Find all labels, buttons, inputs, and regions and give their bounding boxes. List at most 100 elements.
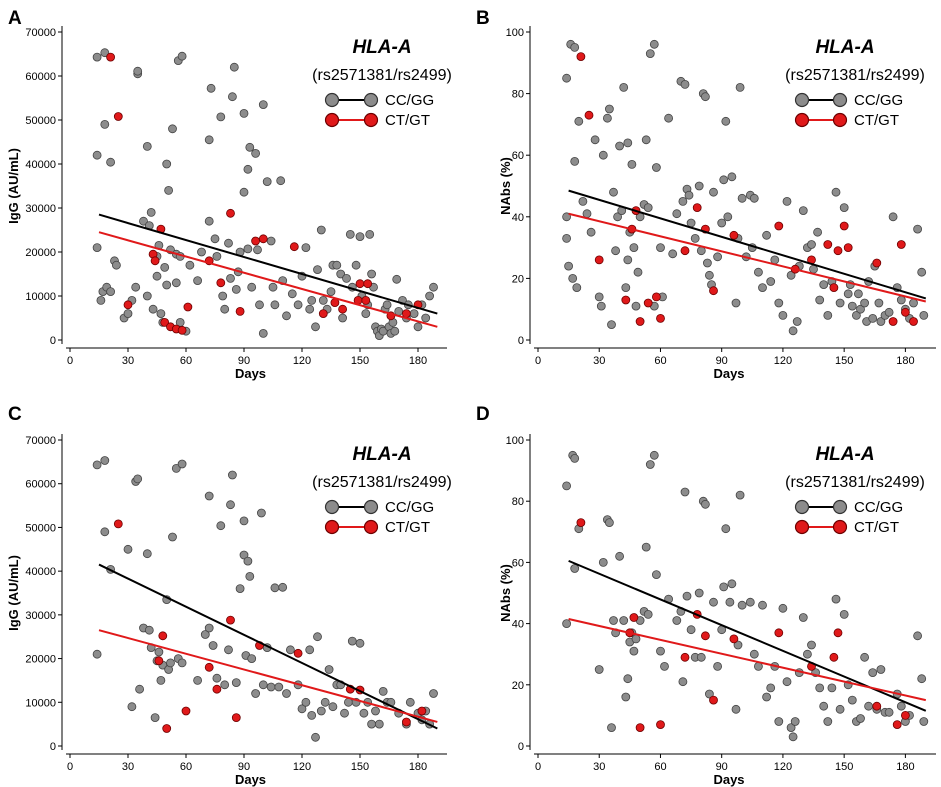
data-point-cc-gg [725,597,735,607]
data-point-cc-gg [643,203,653,213]
data-point-cc-gg [611,246,620,256]
data-point-cc-gg [868,313,878,323]
data-point-cc-gg [568,273,578,283]
y-tick-label: 60 [512,557,524,569]
x-tick-label: 60 [654,761,666,773]
data-point-cc-gg [251,689,261,698]
y-tick-label: 10000 [25,291,56,303]
data-point-ct-gt [635,723,645,732]
data-point-cc-gg [92,243,102,253]
data-point-ct-gt [829,652,839,662]
data-point-cc-gg [839,610,849,619]
x-tick-label: 120 [774,355,792,367]
x-tick-label: 180 [896,355,914,367]
data-point-cc-gg [100,527,110,537]
data-point-cc-gg [684,190,694,200]
data-point-cc-gg [582,209,592,219]
data-point-cc-gg [100,456,110,465]
data-point-cc-gg [680,80,690,89]
data-point-cc-gg [224,238,233,248]
data-point-cc-gg [570,43,580,52]
y-tick-label: 80 [512,496,524,508]
data-point-cc-gg [896,295,906,305]
data-point-cc-gg [815,683,825,693]
data-point-cc-gg [287,289,297,299]
data-point-ct-gt [729,230,739,240]
data-point-cc-gg [316,706,326,716]
data-point-ct-gt [150,256,160,266]
data-point-ct-gt [417,706,427,716]
data-point-ct-gt [231,713,241,722]
y-tick-label: 40000 [25,159,56,171]
data-point-cc-gg [888,212,898,222]
x-tick-label: 0 [67,761,73,773]
data-point-cc-gg [160,262,170,272]
data-point-cc-gg [678,677,688,687]
data-point-ct-gt [701,631,710,641]
x-tick-label: 180 [896,761,914,773]
data-point-cc-gg [96,295,106,305]
data-point-cc-gg [371,706,380,716]
y-tick-label: 70000 [25,435,56,447]
data-point-cc-gg [220,304,230,314]
y-tick-label: 100 [506,435,524,447]
data-point-cc-gg [860,298,869,308]
data-point-cc-gg [735,490,745,500]
data-point-cc-gg [142,291,152,301]
data-point-cc-gg [815,295,825,305]
data-point-cc-gg [131,282,141,292]
data-point-ct-gt [160,317,170,327]
x-tick-label: 60 [180,355,192,367]
legend-marker [324,92,340,108]
y-axis-label: IgG (AU/mL) [6,148,21,224]
x-tick-label: 90 [716,761,728,773]
data-point-cc-gg [185,260,195,270]
data-point-cc-gg [318,295,328,305]
x-tick-label: 30 [122,761,134,773]
data-point-cc-gg [615,141,624,151]
data-point-ct-gt [833,246,843,256]
data-point-cc-gg [774,298,784,308]
legend-marker [363,92,379,108]
data-point-cc-gg [243,164,253,174]
data-point-cc-gg [227,470,237,480]
data-point-cc-gg [835,704,845,714]
data-point-cc-gg [239,187,249,197]
data-point-cc-gg [703,258,712,268]
data-point-ct-gt [643,298,653,308]
data-point-cc-gg [177,51,187,61]
legend-label: CC/GG [854,499,903,516]
data-point-cc-gg [148,304,158,314]
chart-subtitle: (rs2571381/rs2499) [312,67,452,84]
y-axis-label: NAbs (%) [498,157,513,215]
x-tick-label: 150 [351,355,369,367]
data-point-ct-gt [652,292,661,302]
data-point-cc-gg [231,284,241,294]
data-point-cc-gg [212,673,222,683]
data-point-cc-gg [374,719,384,729]
data-point-cc-gg [831,594,841,604]
data-point-cc-gg [694,588,704,598]
data-point-cc-gg [813,227,822,237]
data-point-ct-gt [594,255,604,265]
legend-label: CT/GT [854,112,899,129]
data-point-cc-gg [803,649,812,659]
data-point-cc-gg [139,216,148,226]
data-point-cc-gg [220,680,230,690]
data-point-cc-gg [629,646,639,656]
data-point-cc-gg [297,704,307,714]
data-point-cc-gg [247,282,257,292]
data-point-cc-gg [856,304,865,314]
data-point-cc-gg [792,317,802,326]
data-point-cc-gg [672,616,682,625]
data-point-ct-gt [909,317,918,326]
data-point-cc-gg [860,652,869,662]
data-point-ct-gt [212,684,222,694]
x-tick-label: 150 [351,761,369,773]
data-point-cc-gg [874,298,884,308]
data-point-cc-gg [324,665,334,674]
data-point-cc-gg [177,658,187,668]
fit-line-cc-gg [98,563,438,730]
data-point-cc-gg [709,187,718,197]
